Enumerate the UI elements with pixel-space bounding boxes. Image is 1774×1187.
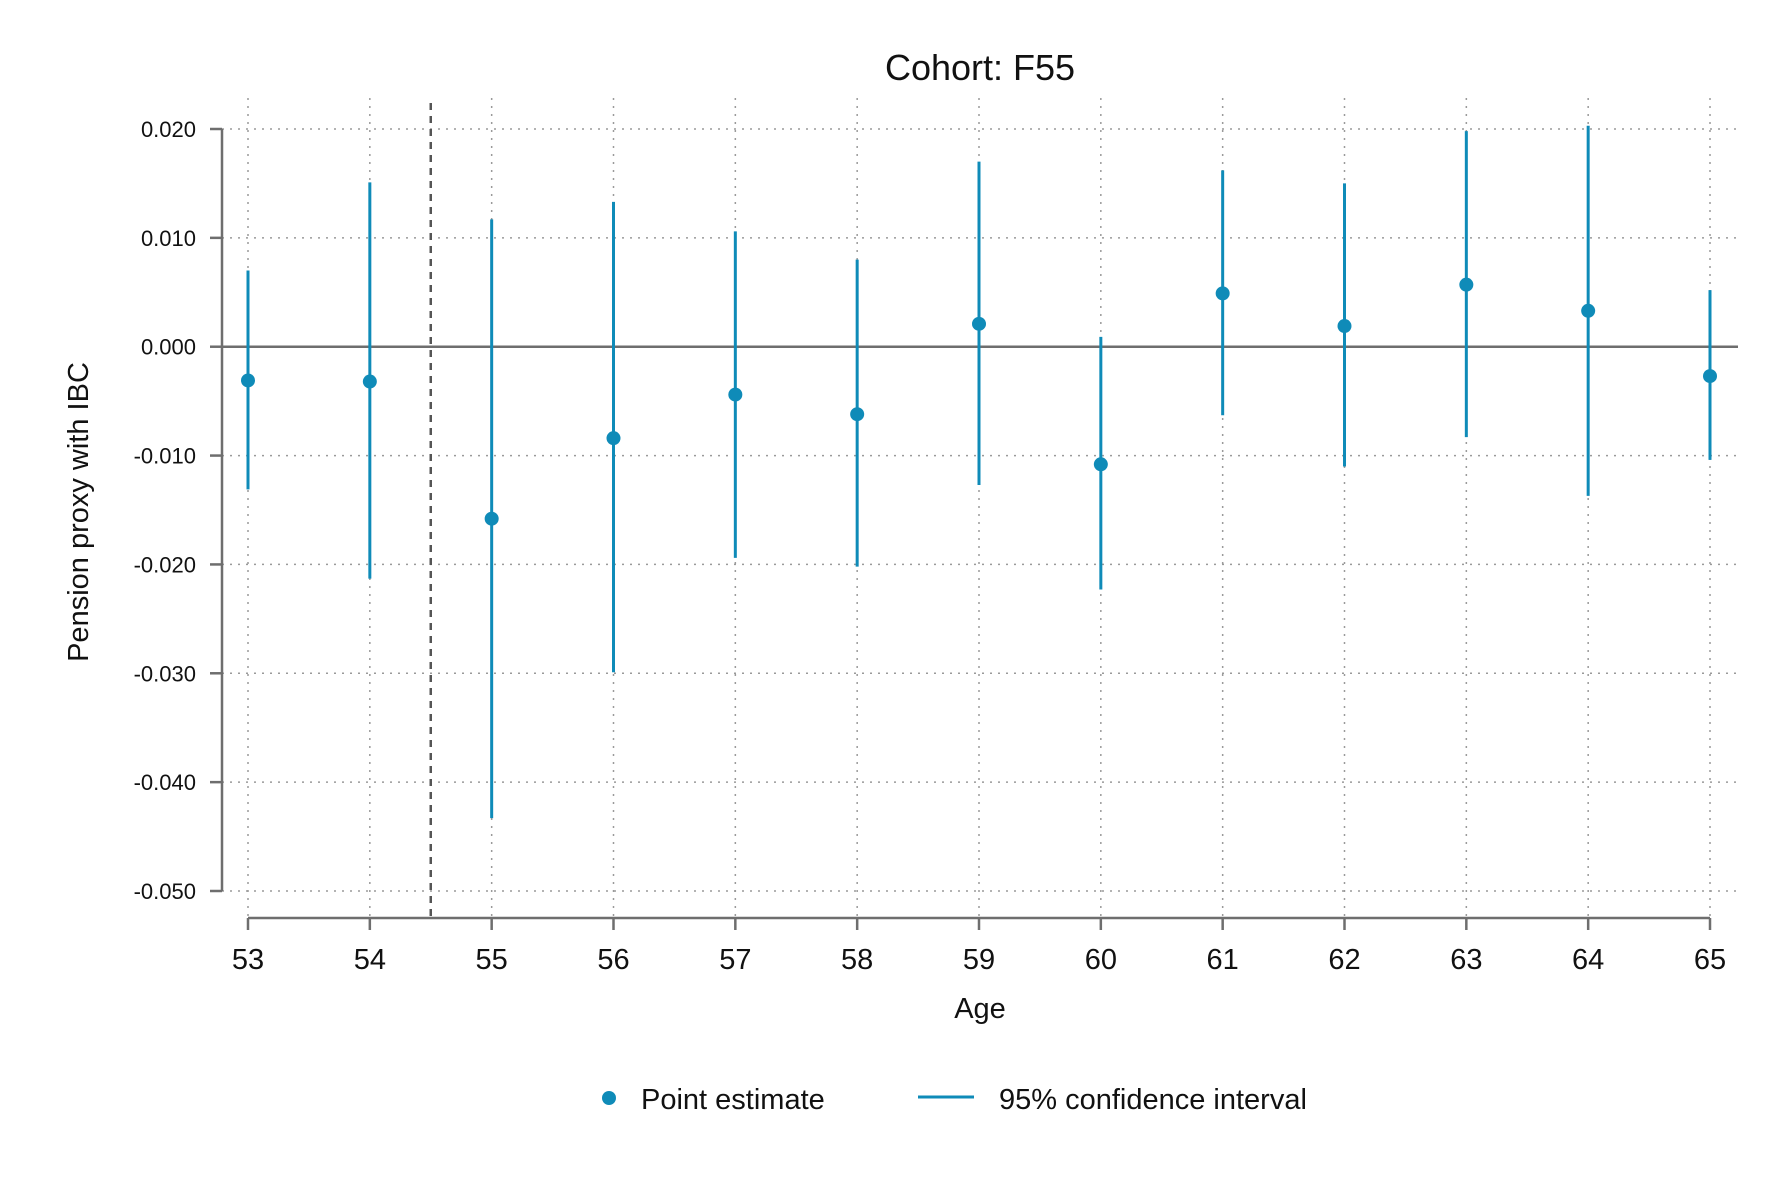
point-estimate-marker bbox=[1703, 369, 1717, 384]
point-estimate-marker bbox=[1581, 303, 1596, 318]
x-tick-label: 58 bbox=[841, 944, 873, 976]
point-estimate-marker bbox=[606, 431, 621, 446]
y-tick-label: -0.020 bbox=[134, 552, 196, 577]
point-estimate-marker bbox=[728, 387, 743, 402]
y-tick-label: -0.050 bbox=[134, 879, 196, 904]
x-axis-title: Age bbox=[954, 993, 1006, 1025]
point-estimate-marker bbox=[1337, 319, 1352, 334]
point-estimate-marker bbox=[1215, 286, 1230, 301]
y-axis-title: Pension proxy with IBC bbox=[63, 362, 95, 662]
x-tick-label: 60 bbox=[1085, 944, 1117, 976]
legend-label-point-estimate: Point estimate bbox=[641, 1084, 825, 1116]
y-tick-label: -0.010 bbox=[134, 444, 196, 469]
x-tick-label: 54 bbox=[354, 944, 386, 976]
point-estimate-marker bbox=[850, 407, 865, 422]
x-tick-label: 59 bbox=[963, 944, 995, 976]
x-tick-label: 57 bbox=[719, 944, 751, 976]
point-estimate-marker bbox=[484, 511, 499, 526]
x-tick-label: 64 bbox=[1572, 944, 1604, 976]
legend: Point estimate 95% confidence interval bbox=[602, 1084, 1307, 1116]
x-tick-label: 56 bbox=[597, 944, 629, 976]
x-tick-labels: 53 54 55 56 57 58 59 60 61 62 63 64 65 bbox=[232, 944, 1726, 976]
point-estimate-marker bbox=[362, 374, 377, 389]
point-estimate-marker bbox=[241, 373, 255, 388]
legend-point-marker bbox=[602, 1091, 616, 1105]
legend-label-confidence-interval: 95% confidence interval bbox=[999, 1084, 1307, 1116]
point-estimate-marker bbox=[1459, 277, 1474, 292]
x-tick-label: 63 bbox=[1450, 944, 1482, 976]
y-tick-label: 0.000 bbox=[141, 335, 196, 360]
x-tick-label: 55 bbox=[476, 944, 508, 976]
y-tick-labels: 0.020 0.010 0.000 -0.010 -0.020 -0.030 -0.040 -… bbox=[134, 117, 196, 904]
axes-layer bbox=[210, 103, 1738, 930]
x-tick-label: 65 bbox=[1694, 944, 1726, 976]
point-estimate-marker bbox=[1093, 457, 1108, 472]
y-tick-label: 0.010 bbox=[141, 226, 196, 251]
x-tick-label: 53 bbox=[232, 944, 264, 976]
chart-title: Cohort: F55 bbox=[885, 47, 1075, 88]
x-tick-label: 62 bbox=[1328, 944, 1360, 976]
y-tick-label: -0.040 bbox=[134, 770, 196, 795]
x-tick-label: 61 bbox=[1207, 944, 1239, 976]
point-estimate-marker bbox=[972, 316, 986, 331]
y-tick-label: 0.020 bbox=[141, 117, 196, 142]
point-estimate-layer bbox=[241, 277, 1717, 526]
y-tick-label: -0.030 bbox=[134, 661, 196, 686]
